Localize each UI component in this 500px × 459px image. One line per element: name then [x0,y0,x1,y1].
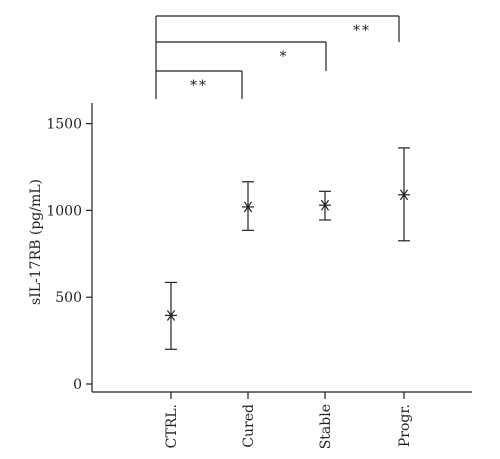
significance-label: * [280,49,289,65]
significance-bracket: ** [155,15,400,42]
x-ticks: CTRL. Cured Stable Progr. [164,392,413,449]
marker-stroke [399,189,409,201]
x-tick-label: Cured [241,404,257,448]
y-ticks: 0 500 1000 1500 [46,117,92,393]
data-point [398,147,410,242]
data-marks [165,147,410,350]
asterisk-marker [165,309,177,321]
y-tick-label: 1000 [46,203,82,219]
asterisk-marker [398,189,410,201]
y-tick-label: 500 [55,290,82,306]
x-tick-label: CTRL. [164,404,180,448]
asterisk-marker [242,201,254,213]
asterisk-marker [319,199,331,211]
data-point [165,281,177,350]
axes [91,103,472,393]
marker-stroke [320,199,330,211]
marker-stroke [166,309,176,321]
significance-bracket: * [155,41,327,71]
significance-label: ** [190,78,208,94]
marker-stroke [243,201,253,213]
y-axis-label: sIL-17RB (pg/mL) [28,179,44,305]
data-point [242,181,254,231]
x-tick-label: Progr. [397,404,413,447]
significance-bracket: ** [155,70,243,99]
significance-brackets: ***** [155,15,400,99]
x-tick-label: Stable [318,404,334,449]
significance-label: ** [353,23,371,39]
data-point [319,190,331,221]
y-tick-label: 1500 [46,117,82,133]
y-tick-label: 0 [73,377,82,393]
